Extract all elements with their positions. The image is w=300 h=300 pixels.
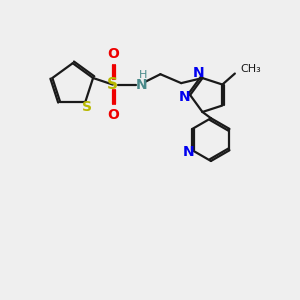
Text: N: N (135, 78, 147, 92)
Text: S: S (82, 100, 92, 114)
Text: N: N (193, 66, 205, 80)
Text: O: O (107, 47, 119, 61)
Text: N: N (178, 89, 190, 103)
Text: N: N (183, 145, 195, 159)
Text: O: O (107, 108, 119, 122)
Text: H: H (138, 70, 147, 80)
Text: CH₃: CH₃ (241, 64, 262, 74)
Text: S: S (107, 77, 118, 92)
